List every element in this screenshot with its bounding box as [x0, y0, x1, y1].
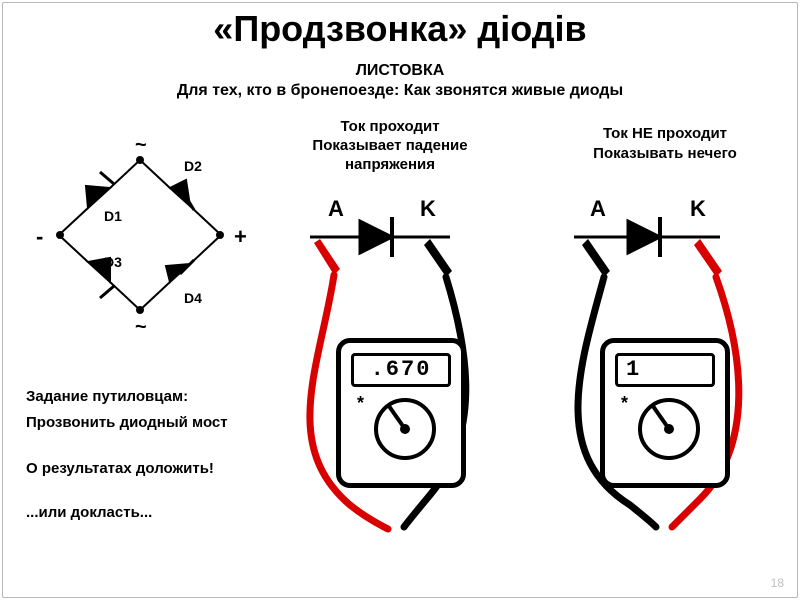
- forward-caption: Ток проходит Показывает падение напряжен…: [290, 118, 490, 174]
- reverse-lcd: 1: [615, 353, 715, 387]
- bridge-terminal-bottom: ~: [135, 316, 147, 339]
- task-body: Прозвонить диодный мост: [26, 414, 228, 431]
- forward-mode-star: *: [357, 393, 364, 414]
- bridge-label-d2: D2: [184, 158, 202, 174]
- reverse-knob: [651, 405, 670, 430]
- bridge-terminal-left: -: [36, 224, 43, 250]
- page-number: 18: [771, 576, 784, 590]
- bridge-label-d4: D4: [184, 290, 202, 306]
- bridge-terminal-right: +: [234, 224, 247, 250]
- bridge-diagram: [30, 130, 250, 340]
- task-report: О результатах доложить!: [26, 460, 214, 477]
- bridge-label-d3: D3: [104, 254, 122, 270]
- forward-knob: [387, 405, 406, 430]
- bridge-terminal-top: ~: [135, 134, 147, 157]
- task-aside: ...или докласть...: [26, 504, 152, 521]
- forward-lcd: .670: [351, 353, 451, 387]
- reverse-dial: [638, 398, 700, 460]
- reverse-caption: Ток НЕ проходит Показывать нечего: [560, 124, 770, 165]
- reverse-mode-star: *: [621, 393, 628, 414]
- bridge-label-d1: D1: [104, 208, 122, 224]
- task-heading: Задание путиловцам:: [26, 388, 188, 405]
- forward-dial: [374, 398, 436, 460]
- subtitle-line-1: ЛИСТОВКА: [0, 62, 800, 80]
- multimeter-reverse: 1 *: [600, 338, 730, 488]
- subtitle-line-2: Для тех, кто в бронепоезде: Как звонятся…: [0, 82, 800, 100]
- page-title: «Продзвонка» діодів: [0, 8, 800, 50]
- multimeter-forward: .670 *: [336, 338, 466, 488]
